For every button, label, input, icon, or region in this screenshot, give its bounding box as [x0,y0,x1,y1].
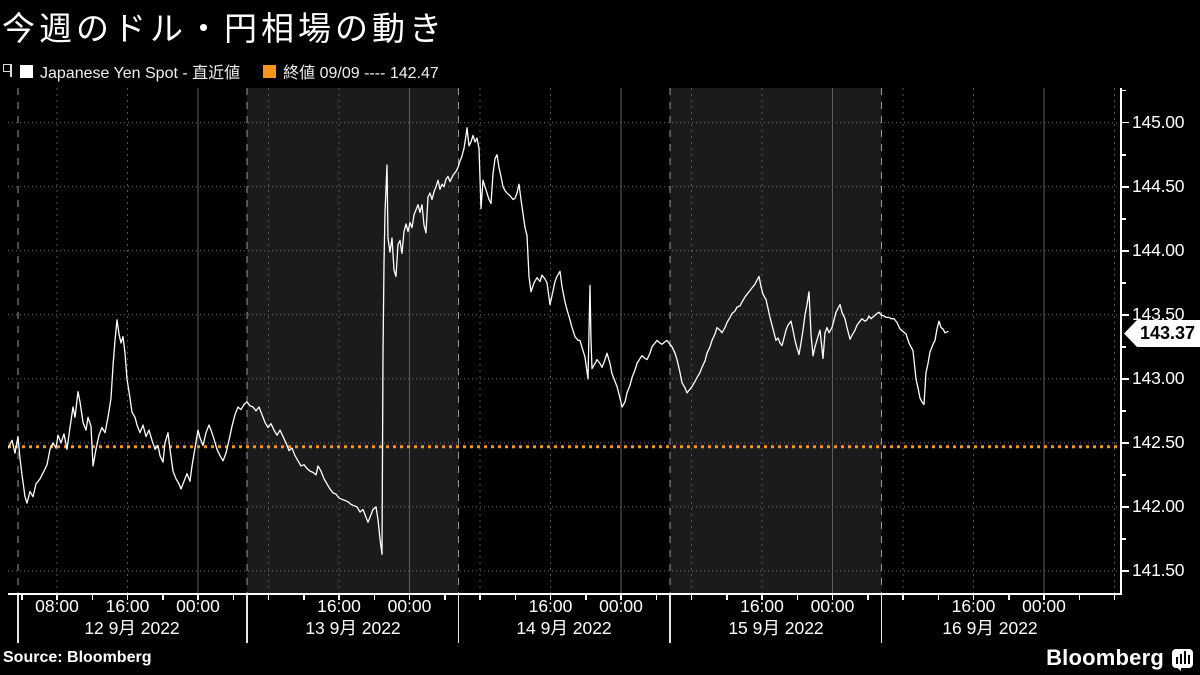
x-minor-tick [338,594,340,600]
y-major-tick [1121,378,1129,380]
x-minor-tick [232,594,234,600]
x-minor-tick [162,594,164,600]
x-minor-tick [620,594,622,600]
x-minor-tick [796,594,798,600]
x-minor-tick [1078,594,1080,600]
legend-close-label: 終値 09/09 ---- 142.47 [283,65,439,82]
time-label: 00:00 [810,596,855,616]
y-major-tick [1121,506,1129,508]
x-minor-tick [761,594,763,600]
y-major-tick [1121,121,1129,124]
y-tick-label: 142.00 [1132,496,1185,517]
y-tick-label: 141.50 [1132,560,1185,581]
y-minor-tick [1121,89,1126,92]
y-major-tick [1121,570,1129,572]
x-minor-tick [690,594,693,600]
y-minor-tick [1121,346,1126,348]
day-separator-tick [880,594,883,643]
x-minor-tick [549,594,552,600]
x-minor-tick [902,594,904,600]
time-label: 16:00 [951,596,996,616]
x-minor-tick [726,594,728,600]
price-line [7,127,949,555]
price-line-chart [7,88,1121,593]
x-minor-tick [56,594,58,600]
x-minor-tick [91,594,93,600]
x-minor-tick [867,594,869,600]
y-tick-label: 143.50 [1132,304,1185,325]
x-minor-tick [267,594,270,600]
x-minor-tick [444,594,446,600]
bloomberg-logo: Bloomberg [1046,645,1193,671]
x-minor-tick [373,594,375,600]
legend: Japanese Yen Spot - 直近値 終値 09/09 ---- 14… [3,59,439,83]
time-label: 00:00 [599,596,643,616]
x-minor-tick [1043,594,1045,600]
x-minor-tick [479,594,481,600]
time-label: 08:00 [35,596,79,616]
y-major-tick [1121,249,1129,252]
y-minor-tick [1121,474,1126,476]
x-minor-tick [585,594,587,600]
x-minor-tick [972,594,975,600]
y-tick-label: 142.50 [1132,432,1185,453]
x-minor-tick [21,594,23,600]
x-minor-tick [831,594,834,600]
page-title: 今週のドル・円相場の動き [2,9,446,48]
x-minor-tick [1113,594,1116,600]
last-price-badge: 143.37 [1124,320,1200,347]
y-minor-tick [1121,538,1126,540]
y-tick-label: 144.50 [1132,176,1185,197]
time-label: 00:00 [387,596,432,616]
x-minor-tick [197,594,199,600]
x-minor-tick [408,594,411,600]
time-label: 16:00 [528,596,573,616]
close-swatch-icon [263,64,277,78]
day-separator-tick [457,594,460,643]
x-minor-tick [303,594,305,600]
alt-day-band [247,88,459,593]
time-label: 16:00 [105,596,150,616]
annotation-flag-icon [3,63,13,79]
y-minor-tick [1121,217,1126,220]
time-label: 00:00 [176,596,220,616]
y-minor-tick [1121,410,1126,412]
x-minor-tick [514,594,516,600]
date-label: 15 9月 2022 [728,618,824,638]
y-minor-tick [1121,153,1126,156]
y-major-tick [1121,314,1129,316]
y-tick-label: 144.00 [1132,240,1185,261]
x-minor-tick [655,594,657,600]
y-major-tick [1121,185,1129,188]
time-label: 00:00 [1022,596,1066,616]
date-label: 14 9月 2022 [516,618,612,638]
x-axis-line [8,593,1122,595]
x-minor-tick [1008,594,1010,600]
day-separator-tick [246,594,248,643]
y-tick-label: 145.00 [1132,112,1185,133]
y-major-tick [1121,442,1129,444]
y-axis-line [1120,88,1122,594]
date-label: 16 9月 2022 [942,618,1038,638]
date-label: 12 9月 2022 [84,618,180,638]
series-swatch-icon [20,64,33,78]
source-label: Source: Bloomberg [3,649,152,666]
time-label: 16:00 [317,596,361,616]
y-tick-label: 143.00 [1132,368,1185,389]
day-separator-tick [17,594,19,643]
date-label: 13 9月 2022 [305,618,401,638]
plot-area [7,88,1121,593]
bloomberg-chart-icon [1172,648,1193,671]
bloomberg-wordmark: Bloomberg [1046,645,1164,670]
x-minor-tick [126,594,129,600]
legend-series-label: Japanese Yen Spot - 直近値 [40,65,241,82]
x-minor-tick [937,594,939,600]
y-minor-tick [1121,282,1126,284]
time-label: 16:00 [740,596,784,616]
day-separator-tick [669,594,671,643]
